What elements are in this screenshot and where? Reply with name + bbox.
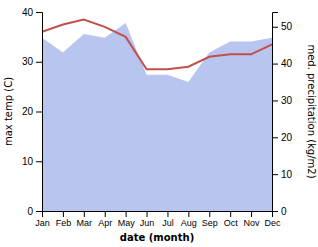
temperature-line [42, 19, 272, 69]
y2-tick-label: 0 [281, 206, 287, 217]
y2-tick: 40 [272, 58, 293, 69]
x-tick-label: Oct [224, 218, 239, 228]
y-axis-line [36, 13, 43, 212]
x-tick-label: Jul [162, 218, 174, 228]
x-tick-mark [84, 211, 85, 217]
x-tick-label: Sep [202, 218, 218, 228]
y2-tick-mark [272, 100, 278, 101]
y2-tick-label: 20 [281, 132, 293, 143]
y-tick-label: 0 [27, 206, 33, 217]
y-tick-label: 10 [22, 156, 34, 167]
plot: JanFebMarAprMayJunJulAugSepOctNovDec0102… [3, 7, 317, 243]
x-tick-mark [63, 211, 64, 217]
y-axis: 0 10 20 30 40 [22, 7, 43, 217]
y2-axis-line [273, 13, 279, 212]
y2-tick-label: 10 [281, 169, 293, 180]
x-tick-label: Jun [140, 218, 155, 228]
x-tick: Dec [264, 211, 281, 228]
x-tick: Sep [202, 211, 218, 228]
precipitation-area [42, 23, 272, 211]
y2-tick-mark [272, 27, 278, 28]
x-tick-label: Feb [56, 218, 72, 228]
x-tick: Apr [98, 211, 112, 228]
x-tick-label: Mar [77, 218, 93, 228]
y2-tick: 50 [272, 21, 293, 32]
x-tick: Mar [77, 211, 93, 228]
y2-tick: 0 [272, 206, 287, 217]
x-tick-mark [167, 211, 168, 217]
x-tick-label: Jan [35, 218, 50, 228]
x-tick-mark [209, 211, 210, 217]
y2-tick-mark [272, 64, 278, 65]
y2-tick-mark [272, 174, 278, 175]
x-tick: Feb [56, 211, 72, 228]
x-tick: Jan [35, 211, 50, 228]
y-tick-label: 40 [22, 7, 34, 18]
y-tick-mark [36, 211, 42, 212]
x-tick: May [118, 211, 136, 228]
x-axis-line [43, 212, 273, 218]
y2-axis-title: med. precipitation (kg/m2) [306, 44, 317, 178]
y2-tick: 20 [272, 132, 293, 143]
y-tick-label: 20 [22, 106, 34, 117]
y2-tick: 10 [272, 169, 293, 180]
marks [42, 19, 272, 211]
x-tick-mark [147, 211, 148, 217]
y-tick-mark [36, 12, 42, 13]
x-tick-label: Apr [98, 218, 112, 228]
y-tick-mark [36, 62, 42, 63]
x-tick: Jun [140, 211, 155, 228]
y2-tick: 30 [272, 95, 293, 106]
x-axis: Jan Feb Mar Apr May Jun Jul Aug Sep Oct NovDec [35, 211, 281, 228]
x-tick-mark [230, 211, 231, 217]
y2-tick-label: 40 [281, 58, 293, 69]
x-tick-label: May [118, 218, 136, 228]
x-tick: Nov [244, 211, 261, 228]
x-tick: Oct [224, 211, 239, 228]
y-tick: 40 [22, 7, 42, 18]
y-tick-label: 30 [22, 56, 34, 67]
y2-tick-mark [272, 137, 278, 138]
y-tick-mark [36, 161, 42, 162]
x-tick-label: Aug [181, 218, 197, 228]
x-tick-mark [126, 211, 127, 217]
y-tick: 20 [22, 106, 42, 117]
x-tick-mark [188, 211, 189, 217]
y-tick-mark [36, 112, 42, 113]
y2-tick-label: 50 [281, 21, 293, 32]
x-tick-label: Dec [264, 218, 281, 228]
x-tick: Jul [162, 211, 174, 228]
x-tick-label: Nov [244, 218, 261, 228]
y2-tick-label: 30 [281, 95, 293, 106]
y-axis-title: max temp (C) [3, 77, 14, 146]
x-axis-title: date (month) [120, 232, 194, 243]
y-tick: 0 [27, 206, 42, 217]
y2-axis: 0 10 20 30 40 50 [272, 13, 293, 217]
y-tick: 10 [22, 156, 42, 167]
x-tick-mark [105, 211, 106, 217]
x-tick-mark [251, 211, 252, 217]
y-tick: 30 [22, 56, 42, 67]
chart: JanFebMarAprMayJunJulAugSepOctNovDec0102… [0, 0, 318, 247]
y2-tick-mark [272, 211, 278, 212]
x-tick: Aug [181, 211, 197, 228]
